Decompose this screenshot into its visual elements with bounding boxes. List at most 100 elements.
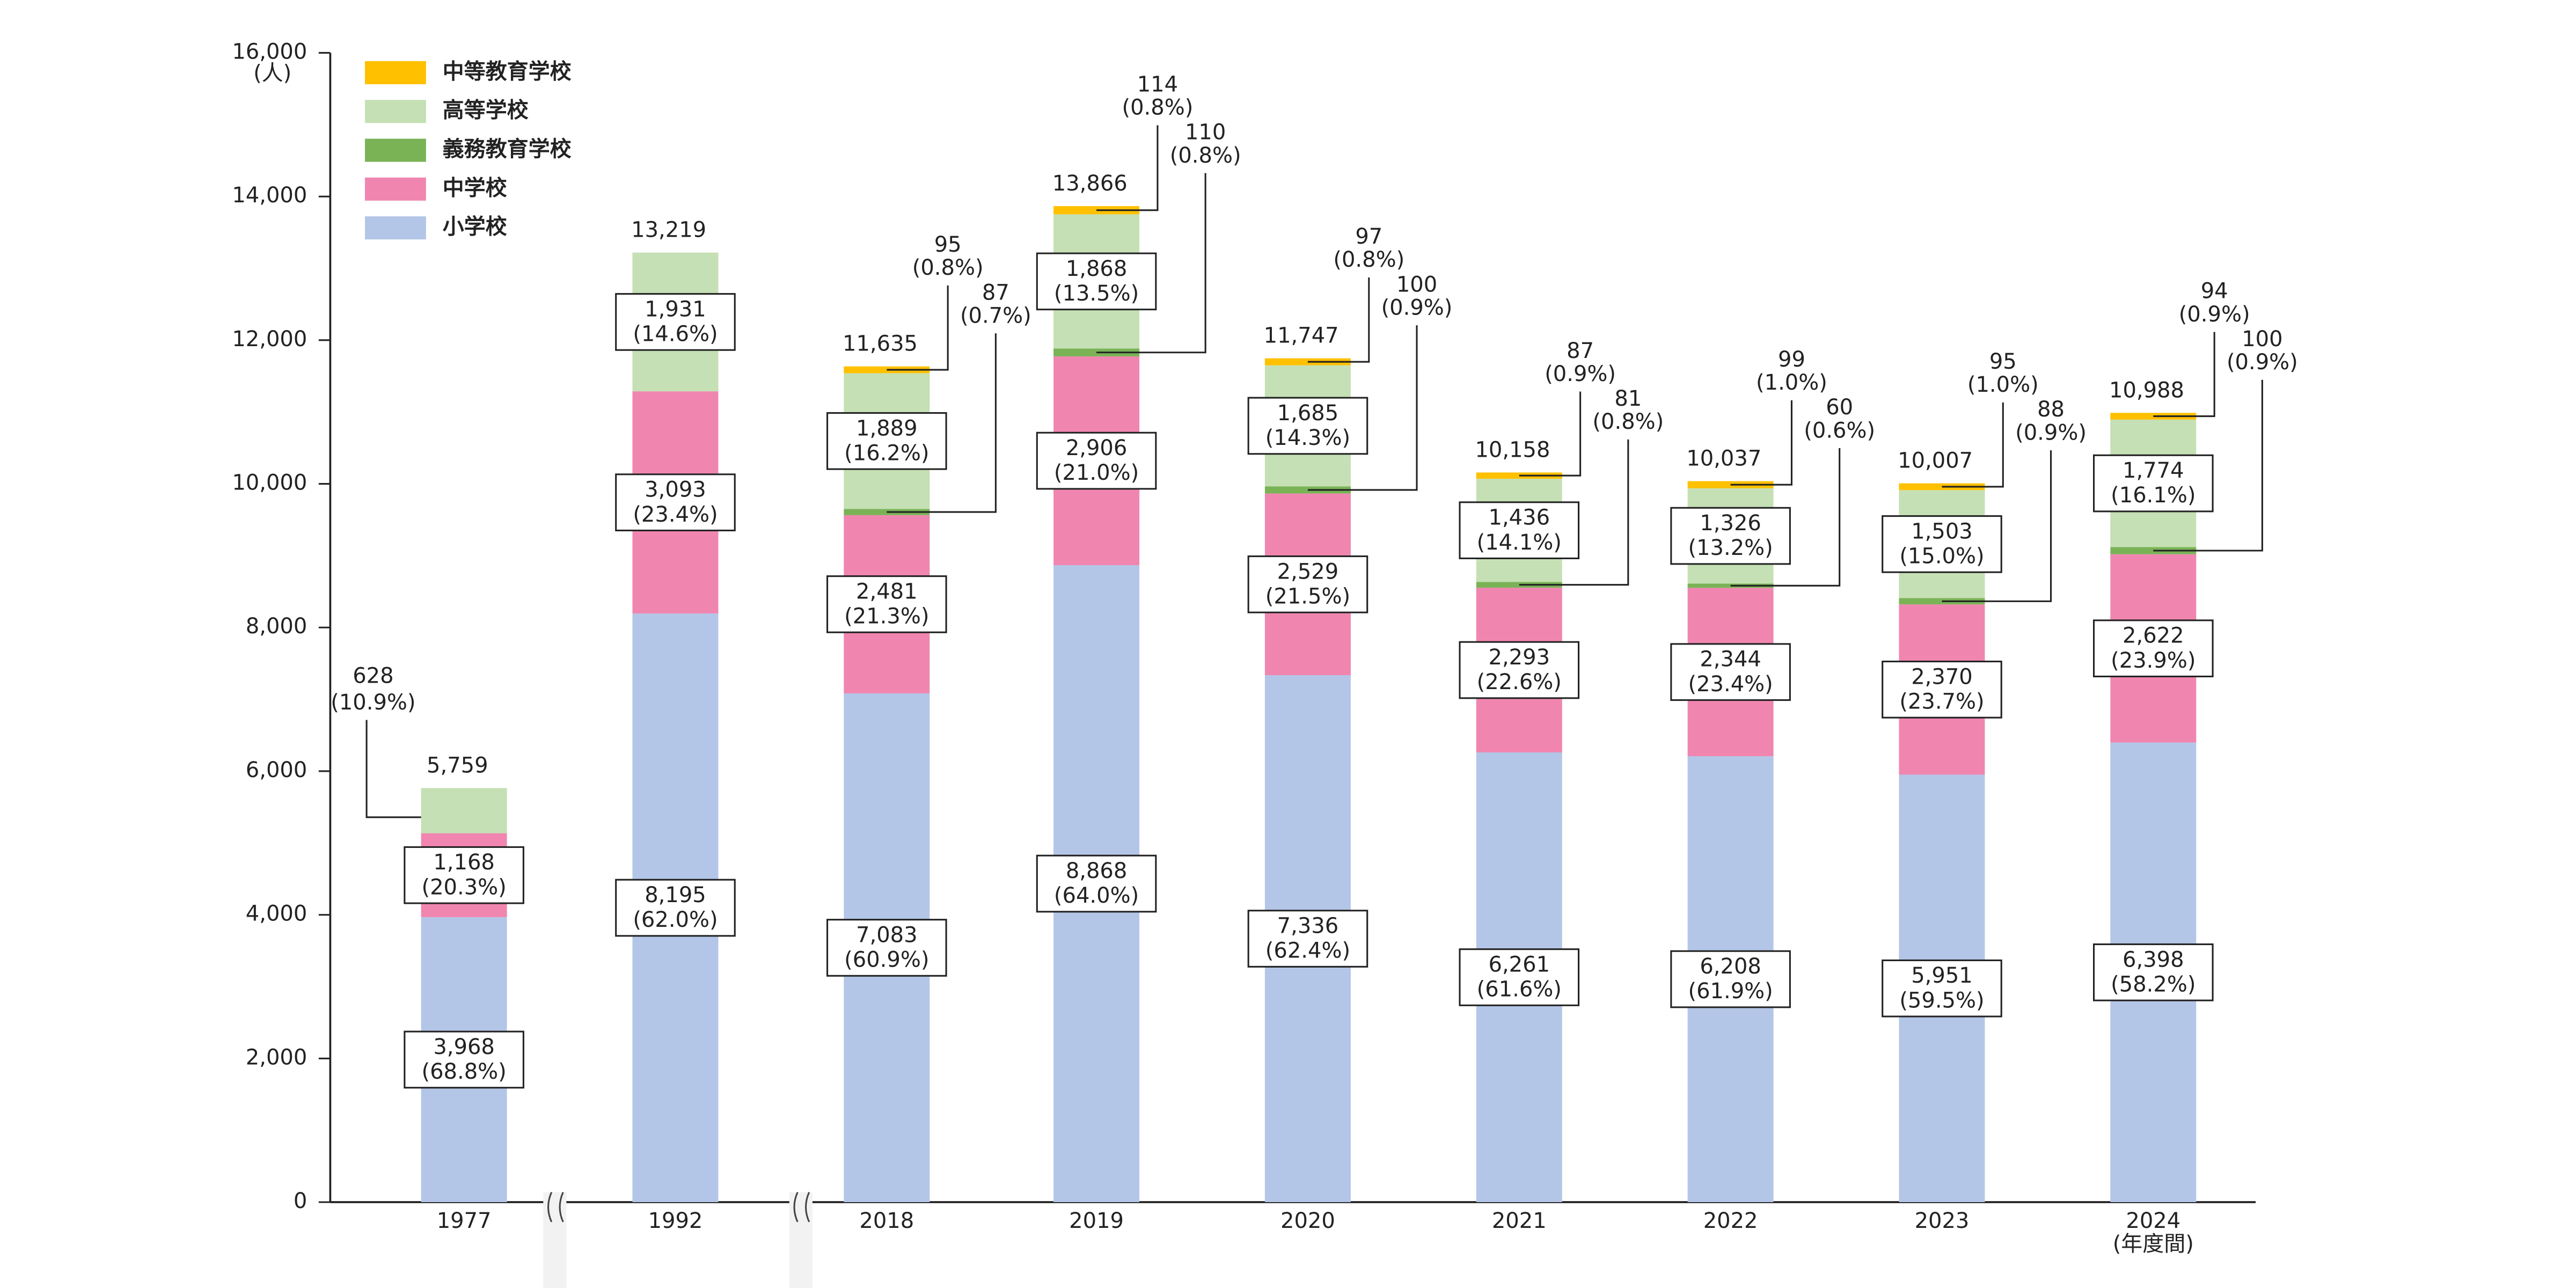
leader-line — [1307, 325, 1418, 491]
label-box — [2093, 943, 2214, 1001]
x-tick-label: 1977 — [437, 1209, 492, 1233]
total-label: 5,759 — [427, 753, 488, 778]
x-tick-label: 2021 — [1492, 1209, 1547, 1233]
value-label: 100 — [2242, 327, 2282, 352]
label-box — [1247, 910, 1368, 968]
label-box — [1036, 854, 1157, 913]
x-tick-label: 1992 — [648, 1209, 703, 1233]
value-label: 1,168 — [433, 850, 495, 875]
label-box — [826, 412, 947, 470]
label-box — [615, 473, 736, 531]
leader-line — [1519, 439, 1629, 586]
legend-swatch — [365, 138, 426, 162]
value-label: 1,685 — [1277, 401, 1339, 426]
y-tick-label: 14,000 — [232, 183, 307, 208]
label-box — [1459, 948, 1580, 1006]
value-label: 94 — [2201, 279, 2228, 304]
share-label: (0.6%) — [1804, 418, 1875, 443]
legend-text: 中等教育学校 — [443, 59, 572, 84]
share-label: (61.9%) — [1688, 979, 1773, 1004]
label-box — [2093, 454, 2214, 513]
value-label: 3,093 — [645, 478, 706, 502]
legend-swatch — [365, 177, 426, 201]
share-label: (1.0%) — [1967, 372, 2039, 397]
leader-line — [1942, 450, 2052, 602]
value-label: 2,344 — [1700, 647, 1761, 672]
total-label: 11,747 — [1264, 324, 1339, 348]
total-label: 10,158 — [1475, 437, 1550, 462]
axis-break — [543, 1191, 813, 1288]
leader-line — [365, 720, 421, 818]
label-box — [615, 293, 736, 351]
label-box — [1882, 959, 2002, 1018]
value-label: 110 — [1185, 120, 1226, 145]
y-tick-label: 4,000 — [246, 902, 308, 926]
label-box — [404, 1030, 524, 1089]
value-label: 6,398 — [2123, 947, 2184, 972]
share-label: (0.9%) — [1545, 362, 1616, 386]
share-label: (58.2%) — [2111, 972, 2196, 997]
total-label: 13,866 — [1052, 171, 1128, 196]
y-tick-label: 16,000 — [232, 39, 307, 64]
share-label: (16.1%) — [2111, 483, 2196, 508]
label-box — [1670, 950, 1791, 1008]
label-box — [1247, 397, 1368, 455]
share-label: (1.0%) — [1756, 370, 1827, 395]
y-tick-label: 10,000 — [232, 471, 307, 495]
share-label: (61.6%) — [1477, 977, 1562, 1002]
share-label: (13.5%) — [1054, 281, 1139, 306]
value-label: 1,889 — [856, 416, 918, 441]
share-label: (14.1%) — [1477, 530, 1562, 555]
share-label: (13.2%) — [1688, 536, 1773, 560]
label-box — [1670, 643, 1791, 701]
value-label: 95 — [934, 232, 962, 257]
share-label: (20.3%) — [421, 875, 506, 899]
value-label: 88 — [2037, 397, 2065, 422]
share-label: (68.8%) — [421, 1059, 506, 1084]
value-label: 100 — [1396, 272, 1437, 297]
share-label: (0.8%) — [1333, 247, 1404, 272]
share-label: (62.0%) — [633, 908, 718, 932]
share-label: (10.9%) — [331, 690, 415, 715]
value-label: 6,261 — [1489, 952, 1550, 977]
total-label: 10,037 — [1686, 447, 1761, 471]
legend-text: 小学校 — [443, 215, 507, 239]
label-box — [615, 879, 736, 937]
value-label: 2,906 — [1066, 436, 1128, 460]
share-label: (0.7%) — [960, 303, 1031, 328]
y-tick-label: 12,000 — [232, 327, 307, 352]
value-label: 60 — [1826, 395, 1853, 420]
leader-line — [1096, 125, 1159, 211]
leader-line — [887, 285, 949, 371]
share-label: (23.4%) — [1688, 672, 1773, 697]
share-label: (23.4%) — [633, 502, 718, 527]
value-label: 87 — [1567, 339, 1594, 363]
value-label: 114 — [1137, 72, 1178, 97]
y-tick-label: 0 — [294, 1189, 307, 1213]
label-box — [404, 846, 524, 904]
label-box — [1459, 501, 1580, 559]
label-box — [1036, 431, 1157, 490]
share-label: (0.9%) — [2227, 350, 2298, 375]
value-label: 1,503 — [1911, 519, 1973, 544]
label-box — [1882, 661, 2002, 719]
value-label: 87 — [982, 280, 1009, 305]
share-label: (0.8%) — [1592, 409, 1664, 434]
legend-swatch — [365, 100, 426, 123]
bar-segment — [421, 788, 507, 833]
leader-line — [1730, 400, 1792, 486]
value-label: 1,326 — [1700, 511, 1761, 536]
share-label: (21.3%) — [844, 604, 929, 629]
share-label: (22.6%) — [1477, 670, 1562, 694]
x-tick-label: 2019 — [1069, 1209, 1124, 1233]
leader-line — [1942, 402, 2004, 488]
label-box — [1247, 555, 1368, 613]
label-box — [1670, 507, 1791, 565]
leader-line — [1096, 173, 1206, 354]
share-label: (62.4%) — [1265, 939, 1350, 963]
value-label: 2,529 — [1277, 559, 1339, 584]
leader-line — [1730, 448, 1841, 587]
value-label: 7,083 — [856, 923, 918, 947]
label-box — [826, 575, 947, 633]
